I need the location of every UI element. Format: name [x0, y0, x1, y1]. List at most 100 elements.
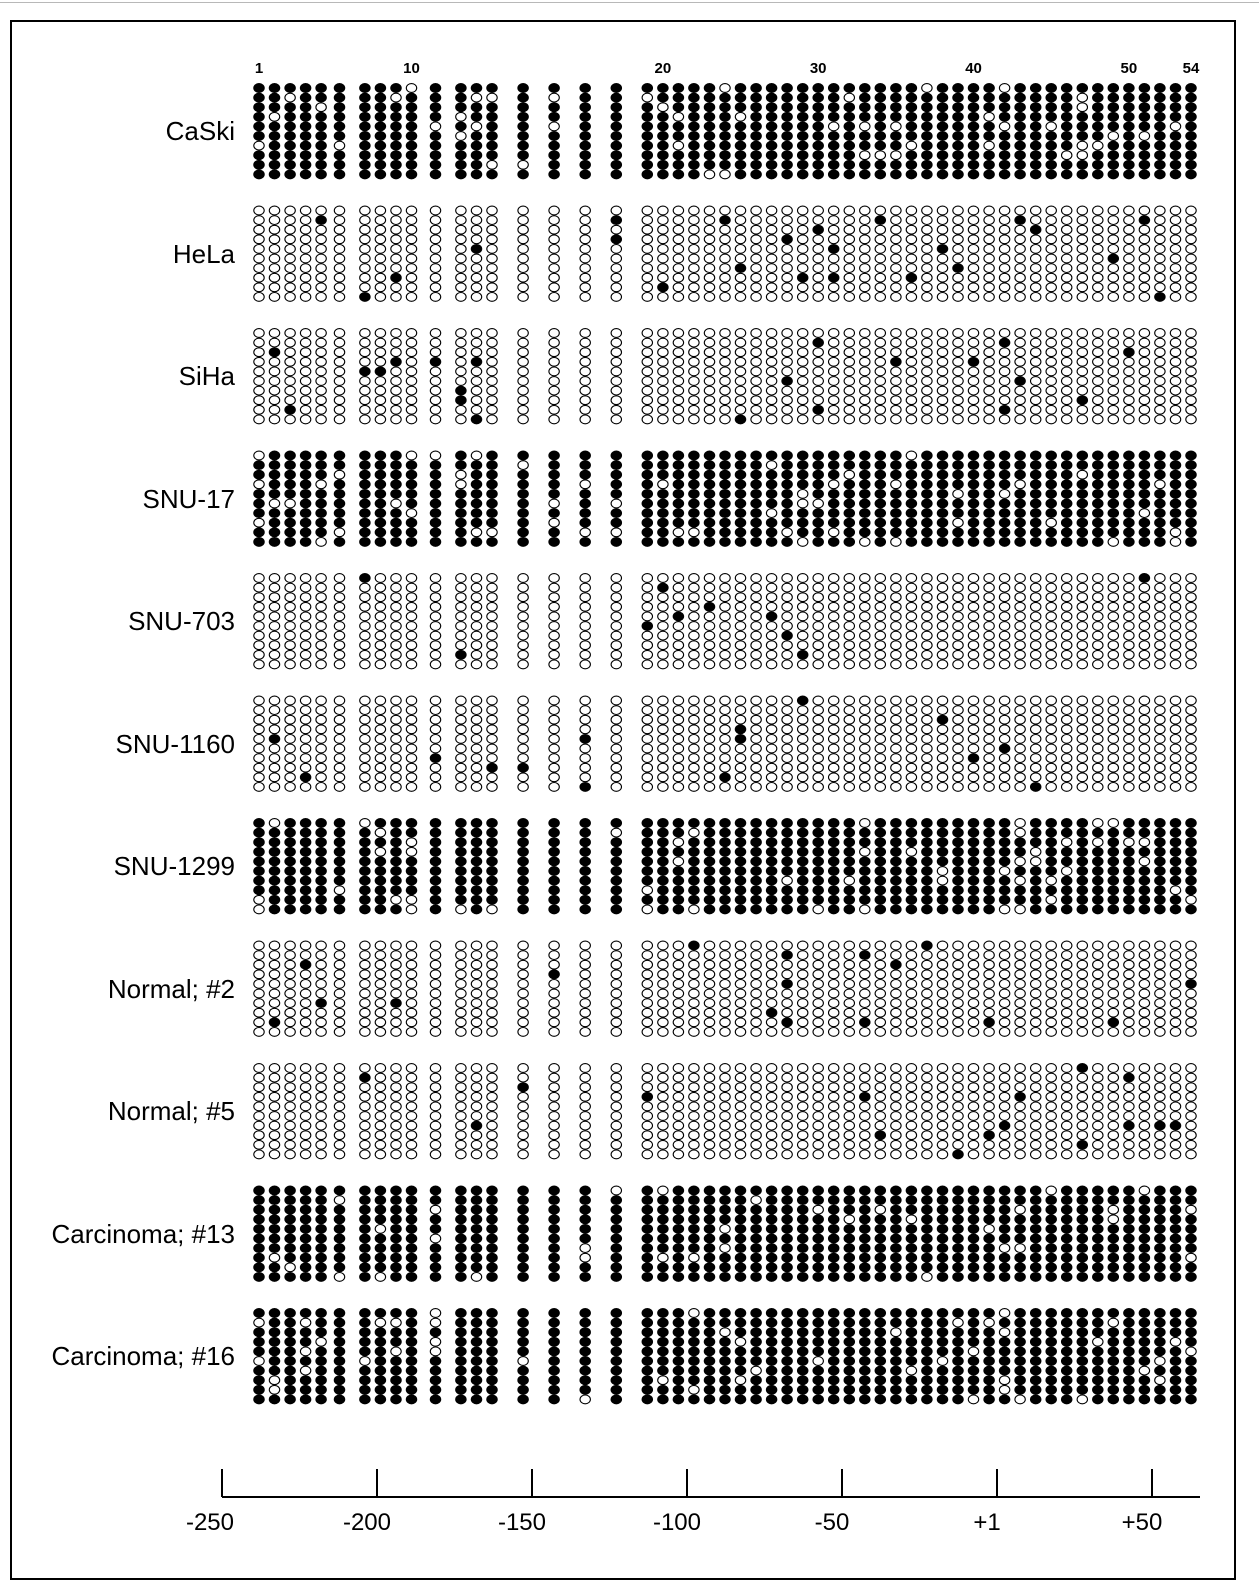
- unmethylated-cpg-dot: [284, 601, 296, 612]
- methylated-cpg-dot: [405, 1204, 418, 1215]
- unmethylated-cpg-dot: [765, 573, 778, 583]
- unmethylated-cpg-dot: [1185, 601, 1197, 612]
- unmethylated-cpg-dot: [1076, 762, 1089, 773]
- methylated-cpg-dot: [374, 366, 387, 377]
- methylated-cpg-dot: [1060, 846, 1073, 857]
- methylated-cpg-dot: [405, 150, 418, 161]
- unmethylated-cpg-dot: [333, 724, 346, 735]
- methylated-cpg-dot: [374, 904, 387, 915]
- unmethylated-cpg-dot: [874, 395, 887, 406]
- unmethylated-cpg-dot: [657, 376, 669, 386]
- unmethylated-cpg-dot: [796, 621, 809, 631]
- unmethylated-cpg-dot: [967, 414, 980, 425]
- unmethylated-cpg-dot: [374, 743, 387, 754]
- unmethylated-cpg-dot: [812, 356, 824, 367]
- unmethylated-cpg-dot: [843, 969, 856, 980]
- methylated-cpg-dot: [672, 498, 685, 509]
- methylated-cpg-dot: [315, 460, 327, 471]
- unmethylated-cpg-dot: [579, 743, 591, 754]
- unmethylated-cpg-dot: [657, 733, 669, 744]
- unmethylated-cpg-dot: [734, 781, 747, 792]
- methylated-cpg-dot: [284, 1185, 296, 1196]
- unmethylated-cpg-dot: [688, 969, 700, 980]
- unmethylated-cpg-dot: [874, 695, 887, 706]
- unmethylated-cpg-dot: [657, 102, 669, 113]
- methylated-cpg-dot: [921, 460, 933, 471]
- unmethylated-cpg-dot: [827, 592, 840, 603]
- unmethylated-cpg-dot: [688, 1091, 700, 1102]
- methylated-cpg-dot: [1060, 498, 1073, 509]
- unmethylated-cpg-dot: [1185, 649, 1197, 660]
- unmethylated-cpg-dot: [1185, 1111, 1197, 1121]
- unmethylated-cpg-dot: [703, 582, 716, 593]
- unmethylated-cpg-dot: [796, 291, 809, 302]
- cpg-site-number: 40: [965, 60, 982, 77]
- unmethylated-cpg-dot: [268, 205, 281, 216]
- unmethylated-cpg-dot: [905, 1017, 918, 1028]
- unmethylated-cpg-dot: [905, 724, 918, 735]
- methylated-cpg-dot: [1154, 866, 1166, 876]
- unmethylated-cpg-dot: [781, 527, 793, 538]
- methylated-cpg-dot: [936, 121, 949, 132]
- unmethylated-cpg-dot: [672, 640, 685, 651]
- methylated-cpg-dot: [1123, 866, 1135, 876]
- methylated-cpg-dot: [548, 818, 560, 828]
- methylated-cpg-dot: [1123, 140, 1135, 151]
- methylated-cpg-dot: [1107, 498, 1120, 509]
- unmethylated-cpg-dot: [734, 1026, 747, 1037]
- unmethylated-cpg-dot: [734, 337, 747, 348]
- methylated-cpg-dot: [268, 450, 281, 461]
- unmethylated-cpg-dot: [952, 601, 964, 612]
- unmethylated-cpg-dot: [1029, 395, 1042, 406]
- unmethylated-cpg-dot: [333, 215, 346, 226]
- methylated-cpg-dot: [1060, 169, 1073, 180]
- unmethylated-cpg-dot: [405, 328, 418, 338]
- unmethylated-cpg-dot: [750, 621, 762, 631]
- methylated-cpg-dot: [1060, 131, 1073, 141]
- methylated-cpg-dot: [1029, 159, 1042, 170]
- unmethylated-cpg-dot: [253, 291, 265, 302]
- unmethylated-cpg-dot: [253, 414, 265, 425]
- methylated-cpg-dot: [1076, 837, 1089, 848]
- unmethylated-cpg-dot: [1092, 140, 1104, 151]
- methylated-cpg-dot: [1169, 450, 1182, 461]
- unmethylated-cpg-dot: [1076, 714, 1089, 725]
- unmethylated-cpg-dot: [1154, 1026, 1166, 1037]
- unmethylated-cpg-dot: [859, 724, 871, 735]
- unmethylated-cpg-dot: [486, 404, 498, 415]
- unmethylated-cpg-dot: [765, 1091, 778, 1102]
- unmethylated-cpg-dot: [455, 1139, 467, 1150]
- unmethylated-cpg-dot: [333, 272, 346, 283]
- methylated-cpg-dot: [455, 83, 467, 93]
- unmethylated-cpg-dot: [470, 404, 483, 415]
- methylated-cpg-dot: [284, 488, 296, 499]
- unmethylated-cpg-dot: [827, 347, 840, 358]
- methylated-cpg-dot: [1154, 837, 1166, 848]
- methylated-cpg-dot: [672, 460, 685, 471]
- methylated-cpg-dot: [548, 479, 560, 490]
- unmethylated-cpg-dot: [1185, 385, 1197, 396]
- unmethylated-cpg-dot: [455, 1111, 467, 1121]
- unmethylated-cpg-dot: [781, 291, 793, 302]
- unmethylated-cpg-dot: [253, 1120, 265, 1131]
- unmethylated-cpg-dot: [734, 291, 747, 302]
- unmethylated-cpg-dot: [719, 950, 731, 961]
- unmethylated-cpg-dot: [1138, 282, 1151, 293]
- methylated-cpg-dot: [1185, 488, 1197, 499]
- methylated-cpg-dot: [579, 856, 591, 867]
- methylated-cpg-dot: [967, 894, 980, 905]
- unmethylated-cpg-dot: [1154, 762, 1166, 773]
- unmethylated-cpg-dot: [548, 621, 560, 631]
- unmethylated-cpg-dot: [374, 291, 387, 302]
- unmethylated-cpg-dot: [390, 243, 402, 254]
- methylated-cpg-dot: [1107, 875, 1120, 886]
- unmethylated-cpg-dot: [781, 395, 793, 406]
- methylated-cpg-dot: [359, 150, 371, 161]
- unmethylated-cpg-dot: [1123, 630, 1135, 641]
- methylated-cpg-dot: [1138, 469, 1151, 480]
- unmethylated-cpg-dot: [333, 940, 346, 951]
- unmethylated-cpg-dot: [299, 950, 312, 961]
- unmethylated-cpg-dot: [874, 950, 887, 961]
- methylated-cpg-dot: [284, 827, 296, 838]
- unmethylated-cpg-dot: [1014, 818, 1026, 828]
